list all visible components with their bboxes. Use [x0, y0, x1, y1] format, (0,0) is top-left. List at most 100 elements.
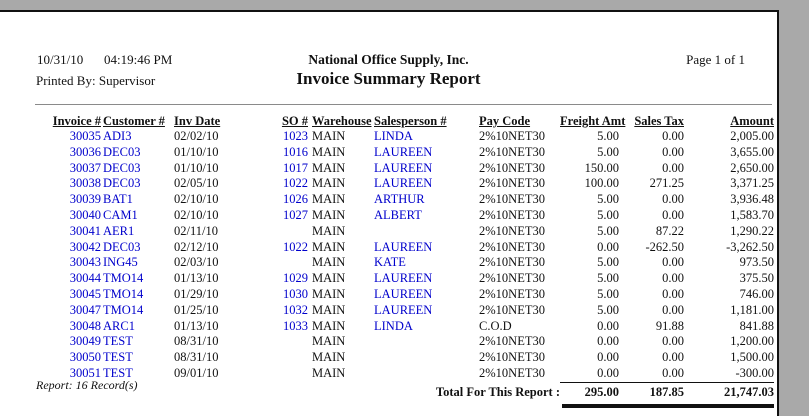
cell-sales_tax: 0.00 [662, 144, 684, 159]
cell-salesperson [374, 366, 479, 382]
cell-invoice: 30039 [69, 192, 101, 207]
column-header-row: Invoice # Customer # Inv Date SO # Warehouse… [44, 112, 774, 129]
cell-salesperson: LAUREEN [374, 144, 433, 159]
cell-so: 1022 [283, 239, 308, 254]
total-double-rule [684, 403, 774, 408]
cell-salesperson: LAUREEN [374, 239, 433, 254]
cell-invoice: 30038 [69, 176, 101, 191]
cell-customer: TMO14 [103, 302, 144, 317]
report-page: 10/31/10 04:19:46 PM National Office Sup… [0, 10, 779, 416]
cell-invoice: 30045 [69, 286, 101, 301]
cell-customer: TMO14 [103, 271, 144, 286]
table-row: 30045 TMO14 01/29/10 1030 MAIN LAUREEN 2%10NET… [44, 287, 774, 303]
cell-salesperson: LAUREEN [374, 302, 433, 317]
cell-so [259, 255, 308, 271]
cell-so: 1030 [283, 286, 308, 301]
cell-warehouse: MAIN [312, 207, 346, 222]
cell-salesperson [374, 224, 479, 240]
cell-customer: TEST [103, 350, 133, 365]
cell-salesperson: KATE [374, 255, 406, 270]
cell-pay_code: 2%10NET30 [479, 207, 545, 222]
cell-so: 1017 [283, 160, 308, 175]
table-row: 30043 ING45 02/03/10 MAIN KATE 2%10NET30 5.00 0… [44, 255, 774, 271]
total-label: Total For This Report : [435, 384, 560, 399]
cell-so: 1027 [283, 207, 308, 222]
cell-so: 1032 [283, 302, 308, 317]
cell-invoice: 30047 [69, 302, 101, 317]
cell-salesperson: LAUREEN [374, 286, 433, 301]
cell-inv_date: 02/05/10 [174, 176, 219, 191]
cell-inv_date: 01/10/10 [174, 144, 219, 159]
cell-freight_amt: 150.00 [584, 160, 619, 175]
total-double-rule [562, 403, 619, 408]
cell-customer: DEC03 [103, 160, 141, 175]
cell-invoice: 30048 [69, 318, 101, 333]
cell-pay_code: 2%10NET30 [479, 223, 545, 238]
total-freight: 295.00 [560, 381, 619, 401]
cell-pay_code: 2%10NET30 [479, 160, 545, 175]
total-double-rule [619, 403, 684, 408]
cell-amount: 375.50 [739, 271, 774, 286]
cell-freight_amt: 5.00 [597, 207, 619, 222]
column-header-amount: Amount [730, 114, 774, 128]
table-row: 30039 BAT1 02/10/10 1026 MAIN ARTHUR 2%10NET30… [44, 192, 774, 208]
cell-invoice: 30041 [69, 223, 101, 238]
cell-sales_tax: -262.50 [645, 239, 684, 254]
cell-freight_amt: 5.00 [597, 286, 619, 301]
cell-amount: 1,290.22 [730, 223, 774, 238]
cell-freight_amt: 0.00 [597, 365, 619, 380]
cell-amount: 746.00 [739, 286, 774, 301]
table-row: 30040 CAM1 02/10/10 1027 MAIN ALBERT 2%10NET30… [44, 208, 774, 224]
cell-salesperson: LAUREEN [374, 176, 433, 191]
cell-warehouse: MAIN [312, 286, 346, 301]
column-header-warehouse: Warehouse [312, 114, 372, 128]
total-row: Total For This Report : 295.00 187.85 21… [44, 381, 774, 401]
cell-pay_code: 2%10NET30 [479, 144, 545, 159]
column-header-freight_amt: Freight Amt [560, 114, 626, 128]
cell-customer: DEC03 [103, 239, 141, 254]
cell-customer: ADI3 [103, 129, 132, 143]
cell-warehouse: MAIN [312, 255, 346, 270]
cell-customer: ARC1 [103, 318, 135, 333]
cell-invoice: 30049 [69, 334, 101, 349]
cell-warehouse: MAIN [312, 318, 346, 333]
cell-amount: 1,181.00 [730, 302, 774, 317]
cell-freight_amt: 0.00 [597, 239, 619, 254]
cell-amount: 3,936.48 [730, 192, 774, 207]
cell-freight_amt: 5.00 [597, 144, 619, 159]
cell-amount: 1,500.00 [730, 350, 774, 365]
cell-sales_tax: 0.00 [662, 334, 684, 349]
cell-freight_amt: 0.00 [597, 350, 619, 365]
cell-sales_tax: 91.88 [655, 318, 684, 333]
cell-freight_amt: 5.00 [597, 255, 619, 270]
cell-amount: -3,262.50 [726, 239, 774, 254]
column-header-sales_tax: Sales Tax [634, 114, 684, 128]
cell-so [259, 366, 308, 382]
printed-by-label: Printed By: Supervisor [36, 73, 156, 88]
cell-inv_date: 01/13/10 [174, 318, 219, 333]
cell-freight_amt: 100.00 [584, 176, 619, 191]
cell-freight_amt: 5.00 [597, 223, 619, 238]
table-row: 30042 DEC03 02/12/10 1022 MAIN LAUREEN 2%10NET… [44, 240, 774, 256]
cell-freight_amt: 5.00 [597, 192, 619, 207]
total-sales-tax: 187.85 [619, 381, 684, 401]
table-row: 30035 ADI3 02/02/10 1023 MAIN LINDA 2%10NET30 5… [44, 129, 774, 145]
cell-so: 1016 [283, 144, 308, 159]
cell-invoice: 30050 [69, 350, 101, 365]
cell-inv_date: 02/02/10 [174, 129, 219, 143]
table-row: 30044 TMO14 01/13/10 1029 MAIN LAUREEN 2%10NET… [44, 271, 774, 287]
cell-warehouse: MAIN [312, 365, 346, 380]
cell-amount: 2,005.00 [730, 129, 774, 143]
cell-sales_tax: 0.00 [662, 129, 684, 143]
cell-amount: 2,650.00 [730, 160, 774, 175]
record-count: Report: 16 Record(s) [36, 378, 138, 392]
cell-warehouse: MAIN [312, 302, 346, 317]
cell-so: 1023 [283, 129, 308, 143]
cell-sales_tax: 0.00 [662, 365, 684, 380]
cell-invoice: 30044 [69, 271, 101, 286]
cell-customer: AER1 [103, 223, 135, 238]
report-time: 04:19:46 PM [104, 52, 173, 67]
table-row: 30036 DEC03 01/10/10 1016 MAIN LAUREEN 2%10NET… [44, 145, 774, 161]
cell-pay_code: C.O.D [479, 318, 512, 333]
cell-pay_code: 2%10NET30 [479, 350, 545, 365]
